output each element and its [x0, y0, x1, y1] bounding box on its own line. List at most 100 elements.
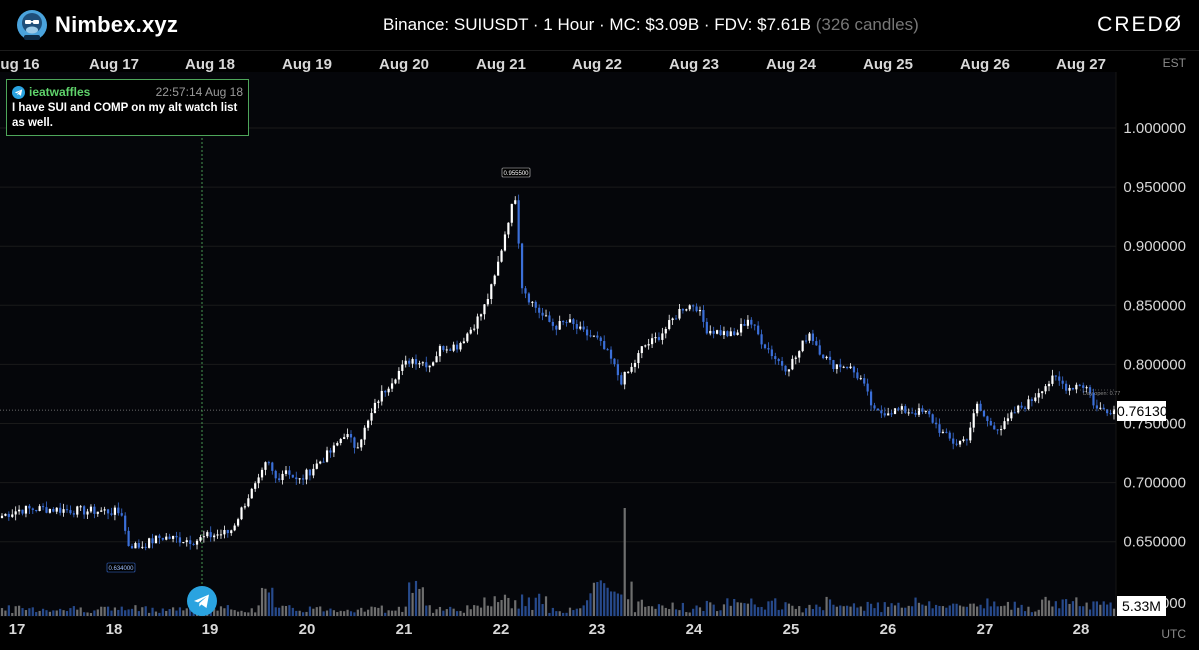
candle-body [579, 326, 582, 329]
candle-body [551, 321, 554, 326]
candle-body [548, 315, 551, 322]
top-date-label: Aug 21 [476, 56, 526, 73]
candle-body [657, 337, 661, 340]
candle-body [301, 478, 305, 480]
candlestick-chart[interactable]: Day open: 0.77 0.955500 0.634000 1.000000 0… [0, 51, 1199, 650]
volume-bar [558, 611, 561, 616]
candle-body [411, 359, 414, 364]
candle-body [134, 543, 137, 549]
candle-body [182, 542, 185, 544]
candle-body [671, 318, 674, 321]
volume-bar [575, 608, 578, 616]
volume-bar [14, 606, 17, 616]
candle-body [1003, 421, 1006, 430]
bottom-date-label: 27 [977, 621, 994, 638]
volume-bar [941, 606, 945, 616]
candle-body [445, 349, 448, 351]
volume-bar [0, 608, 4, 616]
volume-bar [948, 605, 951, 616]
candle-body [510, 203, 513, 223]
candle-body [688, 305, 691, 310]
volume-bar [524, 606, 527, 616]
candle-body [165, 536, 168, 540]
candle-body [206, 532, 209, 537]
candle-body [281, 473, 284, 481]
candle-body [35, 509, 38, 511]
message-tooltip[interactable]: ieatwaffles 22:57:14 Aug 18 I have SUI a… [6, 79, 249, 136]
volume-bar [1047, 600, 1051, 616]
candle-body [343, 437, 346, 440]
candle-body [219, 534, 223, 536]
volume-bar [329, 608, 332, 616]
volume-bar [55, 610, 58, 616]
candle-body [493, 275, 496, 285]
volume-bar [630, 581, 633, 616]
volume-bar [435, 609, 438, 616]
volume-bar [72, 606, 75, 616]
volume-bar [579, 608, 582, 616]
candle-body [356, 447, 359, 449]
brand[interactable]: Nimbex.xyz [16, 9, 178, 41]
candle-body [83, 506, 86, 515]
volume-bar [161, 608, 164, 616]
volume-bar [794, 608, 797, 616]
candle-body [640, 346, 643, 354]
volume-bar [250, 608, 253, 616]
volume-bar [130, 608, 134, 616]
credo-logo[interactable]: CREDØ [1097, 13, 1183, 36]
candle-body [972, 413, 975, 428]
candle-body [596, 335, 599, 338]
candle-body [435, 356, 438, 363]
volume-bar [839, 605, 842, 616]
candle-body [514, 200, 517, 204]
bottom-date-label: 24 [686, 621, 703, 638]
candle-body [144, 546, 147, 548]
volume-bar [127, 609, 130, 616]
volume-bar [411, 592, 414, 616]
volume-bar [490, 606, 493, 616]
candle-body [209, 532, 212, 538]
candle-body [284, 470, 288, 474]
volume-bar [620, 594, 623, 616]
candle-body [866, 383, 869, 392]
candle-body [955, 443, 958, 445]
volume-bar [1003, 605, 1006, 616]
volume-bar [719, 610, 722, 616]
candle-body [360, 439, 363, 448]
volume-bar [332, 610, 335, 616]
candle-body [390, 383, 394, 389]
volume-bar [787, 603, 791, 616]
volume-bar [798, 606, 801, 616]
candle-body [185, 540, 188, 543]
candle-body [260, 469, 264, 478]
volume-bar [846, 605, 849, 616]
candle-body [216, 534, 219, 536]
volume-bar [825, 596, 828, 616]
volume-bar [811, 608, 815, 616]
low-label: 0.634000 [108, 566, 134, 572]
candle-body [288, 470, 291, 475]
chart-area[interactable]: Day open: 0.77 0.955500 0.634000 1.000000 0… [0, 51, 1199, 650]
candle-body [962, 439, 965, 441]
message-user[interactable]: ieatwaffles [29, 85, 91, 99]
app-name: Nimbex.xyz [55, 12, 179, 37]
candle-body [418, 363, 421, 365]
volume-bar [527, 597, 531, 616]
candle-body [394, 379, 397, 384]
candle-body [469, 329, 472, 334]
volume-bar [883, 602, 886, 616]
candle-body [863, 378, 866, 384]
telegram-marker-button[interactable] [187, 586, 217, 616]
candle-body [808, 333, 811, 341]
candle-body [483, 304, 486, 315]
top-date-label: Aug 25 [863, 56, 913, 73]
candle-body [924, 410, 927, 412]
volume-bar [921, 604, 924, 616]
volume-bar [483, 597, 486, 616]
candle-body [124, 515, 127, 531]
volume-bar [168, 609, 171, 616]
y-tick-label: 0.800000 [1123, 356, 1186, 373]
candle-body [695, 306, 698, 312]
volume-bar [414, 580, 418, 616]
volume-bar [842, 606, 845, 616]
